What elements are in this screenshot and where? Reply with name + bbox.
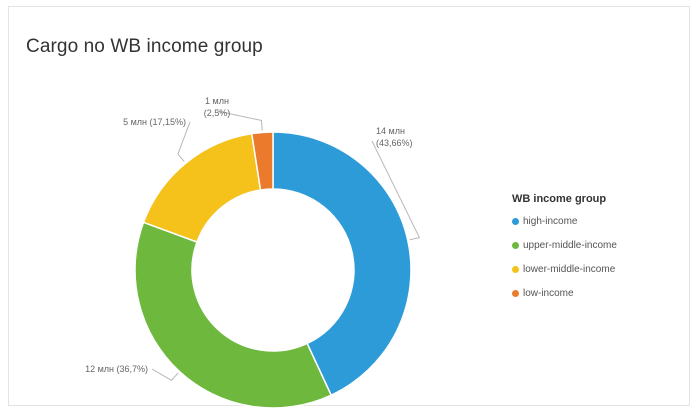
legend: WB income group high-income upper-middle…: [512, 193, 617, 308]
leader-line: [371, 140, 421, 241]
donut-slice-high-income[interactable]: [272, 131, 412, 397]
legend-item-lower-middle-income[interactable]: lower-middle-income: [512, 260, 617, 278]
donut-slice-low-income[interactable]: [250, 131, 274, 191]
leader-line: [177, 121, 191, 163]
leader-line: [216, 110, 263, 131]
legend-item-low-income[interactable]: low-income: [512, 284, 617, 302]
donut-slice-upper-middle-income[interactable]: [134, 221, 333, 408]
data-label-upper-middle-income: 12 млн (36,7%): [85, 364, 148, 374]
legend-swatch-high-income: [512, 217, 519, 225]
legend-title: WB income group: [512, 193, 607, 205]
data-label-low-income: 1 млн (2,5%): [204, 96, 231, 118]
legend-swatch-upper-middle-income: [512, 241, 519, 249]
legend-label: upper-middle-income: [523, 239, 617, 251]
legend-item-high-income[interactable]: high-income: [512, 212, 617, 230]
legend-label: lower-middle-income: [523, 263, 616, 275]
donut-slice-lower-middle-income[interactable]: [142, 132, 262, 243]
legend-item-upper-middle-income[interactable]: upper-middle-income: [512, 236, 617, 254]
legend-swatch-low-income: [512, 289, 519, 297]
leader-line: [151, 368, 179, 381]
legend-swatch-lower-middle-income: [512, 265, 519, 273]
legend-label: low-income: [523, 287, 574, 299]
legend-label: high-income: [523, 215, 578, 227]
data-label-lower-middle-income: 5 млн (17,15%): [123, 117, 186, 127]
data-label-high-income: 14 млн (43,66%): [376, 126, 413, 148]
chart-title: Cargo no WB income group: [26, 36, 263, 57]
